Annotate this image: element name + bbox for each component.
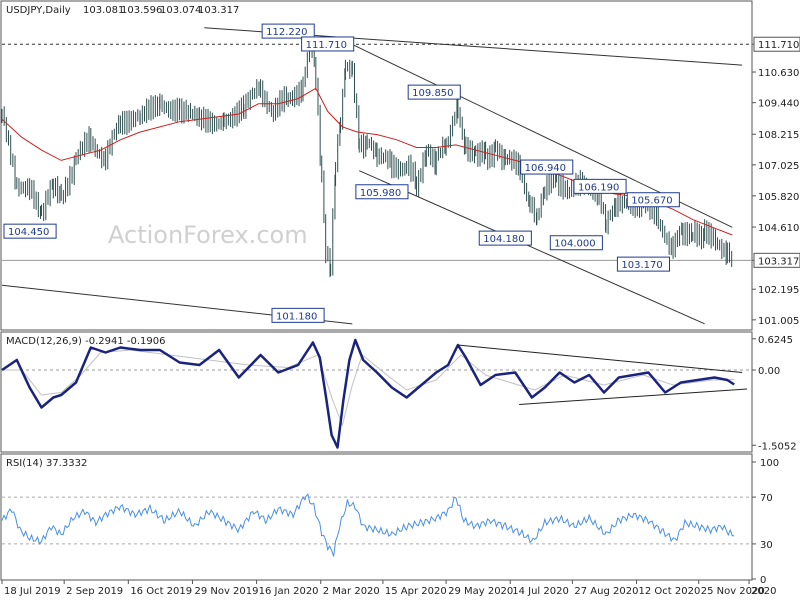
macd-pane: MACD(12,26,9) -0.2941 -0.1906 0.6245 0.00… [0, 331, 797, 453]
macd-title: MACD(12,26,9) -0.2941 -0.1906 [6, 336, 166, 347]
x-tick-label: 2020 [751, 586, 776, 597]
price-annotation-label: 104.000 [554, 239, 595, 250]
x-tick-label: 16 Oct 2019 [130, 586, 192, 597]
price-y-tick-label: 109.440 [758, 99, 799, 110]
price-annotation-label: 106.190 [578, 182, 619, 193]
price-annotation-label: 111.710 [306, 40, 347, 51]
price-pane: USDJPY,Daily 103.081 103.596 103.074 103… [0, 0, 800, 331]
price-header-open: 103.081 [83, 5, 124, 16]
x-tick-label: 2 Sep 2019 [66, 586, 123, 597]
rsi-layer: 100 70 30 0 [1, 458, 779, 586]
macd-pane-frame [0, 331, 753, 453]
price-annotation-box [573, 178, 627, 194]
x-tick-label: 2 Mar 2020 [323, 586, 380, 597]
rsi-y-tick-label: 70 [760, 493, 773, 504]
price-y-tick-label: 102.195 [758, 285, 799, 296]
price-annotation-box [261, 23, 315, 39]
macd-trendline [457, 344, 743, 373]
price-annotation-box [549, 235, 603, 251]
price-layer: 111.710 110.630 109.440 108.215 107.025 105.8… [1, 23, 800, 327]
price-annotation-box [626, 192, 680, 208]
price-annotation-label: 105.980 [360, 188, 401, 199]
price-header-low: 103.074 [160, 5, 201, 16]
x-axis: 18 Jul 2019 2 Sep 2019 16 Oct 2019 29 Nov 2… [1, 580, 776, 597]
rsi-y-tick-label: 100 [760, 458, 779, 469]
x-tick-label: 29 May 2020 [448, 586, 513, 597]
price-annotation-label: 106.940 [525, 163, 566, 174]
price-annotation-label: 104.180 [483, 234, 524, 245]
macd-trendline [519, 388, 748, 405]
macd-signal-line [2, 349, 735, 427]
rsi-y-tick-label: 30 [760, 540, 773, 551]
price-y-tick-label: 103.317 [758, 256, 799, 267]
rsi-line [1, 493, 735, 557]
x-tick-label: 25 Nov 2020 [701, 586, 765, 597]
macd-y-tick-label: -1.5052 [758, 441, 797, 452]
price-y-tick-label: 105.820 [758, 192, 799, 203]
x-tick-label: 12 Oct 2020 [639, 586, 701, 597]
macd-layer: 0.6245 0.00 -1.5052 [1, 335, 797, 452]
rsi-pane: RSI(14) 37.3332 100 70 30 0 [0, 453, 779, 586]
price-annotation-label: 109.850 [412, 88, 453, 99]
price-annotation-label: 101.180 [276, 311, 317, 322]
price-header-high: 103.596 [121, 5, 162, 16]
price-y-tick-label: 107.025 [758, 161, 799, 172]
price-y-tick-label: 111.710 [758, 40, 799, 51]
rsi-y-tick-label: 0 [760, 575, 766, 586]
macd-y-tick-label: 0.6245 [758, 335, 793, 346]
x-tick-label: 15 Apr 2020 [385, 586, 447, 597]
price-annotation-box [3, 223, 57, 239]
rsi-title: RSI(14) 37.3332 [6, 458, 87, 469]
x-tick-label: 16 Jan 2020 [259, 586, 319, 597]
price-y-tick-label: 104.610 [758, 223, 799, 234]
price-annotation-box [407, 84, 461, 100]
price-annotation-label: 105.670 [631, 196, 672, 207]
x-tick-label: 29 Nov 2019 [194, 586, 258, 597]
price-y-tick-label: 110.630 [758, 68, 799, 79]
price-annotation-box [301, 36, 355, 52]
rsi-pane-frame [0, 453, 753, 581]
price-annotation-box [478, 230, 532, 246]
price-y-tick-label: 101.005 [758, 316, 799, 327]
macd-y-tick-label: 0.00 [758, 366, 780, 377]
price-annotation-box [271, 307, 325, 323]
price-annotation-box [520, 159, 574, 175]
macd-main-line [1, 338, 735, 449]
price-annotation-label: 112.220 [266, 27, 307, 38]
price-pane-frame [0, 0, 753, 331]
price-tag-box [753, 252, 800, 268]
x-tick-label: 14 Jul 2020 [512, 586, 569, 597]
price-annotation-box [355, 184, 409, 200]
price-header-close: 103.317 [198, 5, 239, 16]
price-annotation-label: 103.170 [621, 260, 662, 271]
price-annotation-box [616, 256, 670, 272]
price-y-tick-label: 108.215 [758, 130, 799, 141]
watermark: ActionForex.com [108, 221, 308, 249]
price-annotation-label: 104.450 [8, 227, 49, 238]
price-tag-box [753, 36, 800, 52]
price-header-symbol: USDJPY,Daily [6, 5, 71, 16]
x-tick-label: 27 Aug 2020 [574, 586, 638, 597]
x-tick-label: 18 Jul 2019 [4, 586, 61, 597]
